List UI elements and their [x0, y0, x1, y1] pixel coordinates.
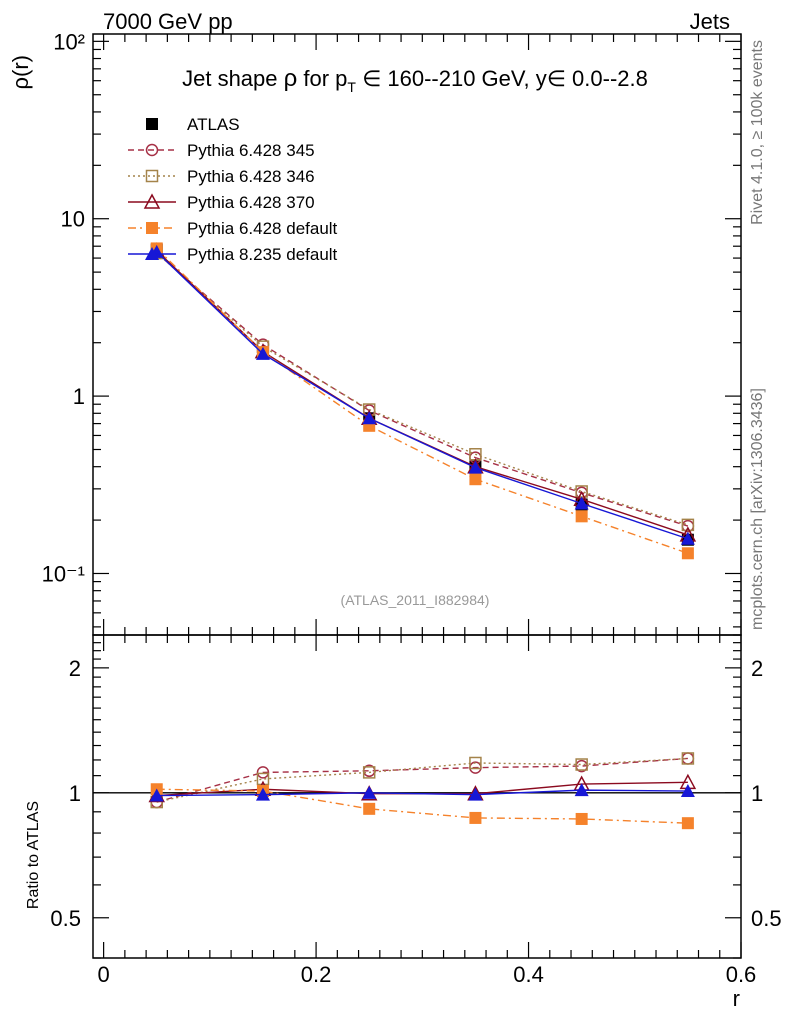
main-series-2	[150, 246, 695, 532]
main-series-line-3	[156, 250, 689, 536]
ratio-point-4-0	[149, 788, 164, 802]
ratio-series-0	[150, 752, 695, 809]
analysis-ref: (ATLAS_2011_I882984)	[341, 592, 490, 608]
legend: ATLAS Pythia 6.428 345 Pythia 6.428 346 Pyt…	[128, 115, 338, 264]
legend-label: ATLAS	[187, 115, 240, 134]
main-series-line-4	[156, 247, 689, 554]
ratio-panel: 2 2 1 1 0.5 0.5 0 0.2 0.4 0.6	[50, 634, 782, 987]
ratio-point-4-4	[574, 783, 589, 797]
main-y-tick-label: 10	[61, 207, 85, 232]
main-point-2-5	[681, 518, 695, 532]
ratio-series-1	[150, 752, 695, 809]
ratio-point-1-2	[362, 766, 376, 779]
legend-marker	[145, 247, 159, 260]
x-axis-label: r	[733, 986, 740, 1011]
main-point-4-3	[469, 473, 482, 486]
ratio-series-line-0	[156, 757, 688, 803]
ratio-y-tick-label: 2	[69, 656, 81, 681]
x-tick-label: 0.2	[301, 962, 332, 987]
main-series-line-1	[156, 252, 689, 527]
legend-label: Pythia 6.428 346	[187, 167, 315, 186]
main-y-tick-label: 10²	[53, 29, 85, 54]
title-part-1: Jet shape	[182, 66, 284, 91]
legend-marker	[145, 143, 159, 157]
legend-marker	[146, 222, 158, 234]
legend-label: Pythia 6.428 default	[187, 219, 338, 238]
ratio-series-line-3	[156, 788, 688, 824]
ratio-y-tick-label: 1	[69, 781, 81, 806]
mcplots-label: mcplots.cern.ch [arXiv:1306.3436]	[749, 388, 766, 630]
ratio-point-3-4	[575, 812, 588, 825]
ratio-y-tick-label-right: 1	[751, 781, 763, 806]
main-series-4	[150, 242, 694, 560]
ratio-series-2	[148, 773, 697, 803]
ratio-y-tick-label: 0.5	[50, 906, 81, 931]
legend-item-4: Pythia 6.428 default	[128, 219, 338, 238]
legend-label: Pythia 8.235 default	[187, 245, 338, 264]
main-point-4-4	[575, 510, 588, 523]
ratio-frame	[92, 634, 742, 959]
ratio-point-1-1	[256, 772, 270, 786]
ratio-point-4-2	[362, 785, 377, 799]
main-series-line-2	[156, 252, 689, 526]
ratio-point-3-2	[363, 802, 376, 815]
legend-marker	[145, 169, 159, 183]
main-title: Jet shape ρ for pT ∈ 160--210 GeV, y∈ 0.…	[182, 65, 648, 95]
title-rho: ρ	[284, 65, 298, 92]
ratio-series-4	[149, 783, 695, 802]
main-y-tick-label: 1	[73, 384, 85, 409]
main-point-5-3	[468, 460, 483, 474]
main-point-5-1	[255, 346, 270, 360]
main-ylabel: ρ(r)	[8, 55, 33, 90]
main-point-5-4	[574, 496, 589, 510]
main-series-5	[149, 244, 695, 545]
ratio-series-line-1	[156, 757, 688, 803]
ratio-point-4-3	[468, 787, 483, 801]
x-tick-label: 0.4	[513, 962, 544, 987]
legend-item-5: Pythia 8.235 default	[128, 245, 338, 264]
ratio-point-0-1	[256, 766, 270, 779]
rivet-label: Rivet 4.1.0, ≥ 100k events	[749, 40, 766, 225]
ratio-point-3-3	[469, 811, 482, 824]
ratio-point-4-1	[255, 787, 270, 801]
main-series-1	[150, 246, 695, 533]
legend-label: Pythia 6.428 345	[187, 141, 315, 160]
main-point-5-5	[680, 531, 695, 545]
ratio-point-3-5	[681, 817, 694, 830]
ratio-point-1-3	[469, 756, 482, 770]
ratio-series-line-4	[156, 789, 688, 797]
x-tick-label: 0	[97, 962, 109, 987]
ratio-ylabel: Ratio to ATLAS	[25, 801, 42, 909]
legend-item-1: Pythia 6.428 345	[128, 141, 315, 160]
ratio-y-tick-label-right: 0.5	[751, 906, 782, 931]
title-part-range: ∈ 160--210 GeV, y∈ 0.0--2.8	[356, 66, 648, 91]
legend-marker	[146, 118, 158, 130]
ratio-series-3	[150, 783, 694, 830]
title-part-pt: for p	[297, 66, 347, 91]
main-series-line-5	[156, 251, 689, 540]
legend-item-2: Pythia 6.428 346	[128, 167, 315, 186]
ratio-point-4-5	[680, 784, 695, 798]
main-point-5-2	[362, 411, 377, 425]
ratio-y-tick-label-right: 2	[751, 656, 763, 681]
legend-marker	[143, 193, 161, 209]
ratio-point-1-4	[575, 758, 588, 771]
main-series-0	[150, 243, 694, 546]
main-point-4-5	[681, 547, 694, 560]
title-sub-t: T	[347, 79, 356, 95]
energy-label: 7000 GeV pp	[103, 9, 233, 34]
x-tick-label: 0.6	[726, 962, 757, 987]
legend-item-0: ATLAS	[146, 115, 240, 134]
legend-item-3: Pythia 6.428 370	[128, 193, 315, 212]
main-panel: 10² 10 1 10⁻¹	[42, 29, 742, 636]
main-y-tick-label: 10⁻¹	[42, 561, 85, 586]
ratio-point-1-5	[681, 752, 695, 765]
category-label: Jets	[690, 9, 730, 34]
legend-label: Pythia 6.428 370	[187, 193, 315, 212]
main-series-3	[148, 242, 697, 542]
